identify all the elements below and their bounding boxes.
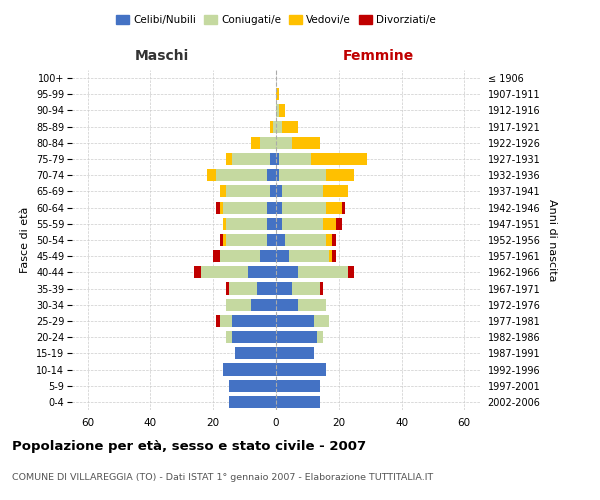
Bar <box>217 202 220 213</box>
Bar <box>276 218 282 230</box>
Bar <box>276 202 282 213</box>
Bar <box>329 250 332 262</box>
Bar <box>342 202 345 213</box>
Bar <box>298 298 326 311</box>
Bar <box>270 120 273 132</box>
Bar <box>276 120 282 132</box>
Bar <box>335 218 342 230</box>
Bar <box>270 186 276 198</box>
Bar <box>276 250 289 262</box>
Bar <box>276 266 298 278</box>
Bar <box>266 169 276 181</box>
Bar <box>276 169 279 181</box>
Bar <box>266 218 276 230</box>
Bar <box>220 250 260 262</box>
Bar <box>311 153 367 165</box>
Text: Maschi: Maschi <box>135 48 189 62</box>
Bar <box>251 298 276 311</box>
Bar <box>279 169 326 181</box>
Bar <box>266 202 276 213</box>
Bar <box>276 234 286 246</box>
Bar <box>232 331 276 343</box>
Bar <box>289 250 329 262</box>
Bar <box>229 282 257 294</box>
Bar <box>270 153 276 165</box>
Bar <box>323 186 348 198</box>
Bar <box>276 396 320 408</box>
Bar <box>229 396 276 408</box>
Bar <box>286 234 326 246</box>
Bar <box>292 282 320 294</box>
Bar <box>276 104 279 117</box>
Bar <box>220 202 223 213</box>
Bar <box>226 186 270 198</box>
Bar <box>276 315 314 327</box>
Bar <box>276 298 298 311</box>
Bar <box>320 282 323 294</box>
Bar <box>223 364 276 376</box>
Bar <box>223 218 226 230</box>
Bar <box>276 137 292 149</box>
Bar <box>332 234 335 246</box>
Bar <box>276 186 282 198</box>
Bar <box>260 137 276 149</box>
Y-axis label: Fasce di età: Fasce di età <box>20 207 31 273</box>
Legend: Celibi/Nubili, Coniugati/e, Vedovi/e, Divorziati/e: Celibi/Nubili, Coniugati/e, Vedovi/e, Di… <box>112 10 440 29</box>
Bar <box>326 234 332 246</box>
Bar <box>292 137 320 149</box>
Bar <box>194 266 200 278</box>
Bar <box>217 169 266 181</box>
Bar <box>282 120 298 132</box>
Bar <box>282 218 323 230</box>
Bar <box>317 331 323 343</box>
Bar <box>226 218 266 230</box>
Bar <box>232 153 270 165</box>
Bar <box>298 266 348 278</box>
Bar <box>257 282 276 294</box>
Bar <box>314 315 329 327</box>
Text: COMUNE DI VILLAREGGIA (TO) - Dati ISTAT 1° gennaio 2007 - Elaborazione TUTTITALI: COMUNE DI VILLAREGGIA (TO) - Dati ISTAT … <box>12 473 433 482</box>
Bar <box>213 250 220 262</box>
Bar <box>229 380 276 392</box>
Bar <box>223 234 226 246</box>
Bar <box>276 331 317 343</box>
Text: Popolazione per età, sesso e stato civile - 2007: Popolazione per età, sesso e stato civil… <box>12 440 366 453</box>
Bar <box>200 266 248 278</box>
Bar <box>332 250 335 262</box>
Bar <box>226 153 232 165</box>
Bar <box>226 331 232 343</box>
Bar <box>226 282 229 294</box>
Bar <box>251 137 260 149</box>
Bar <box>220 315 232 327</box>
Bar <box>323 218 335 230</box>
Text: Femmine: Femmine <box>343 48 413 62</box>
Bar <box>226 298 251 311</box>
Bar <box>220 186 226 198</box>
Y-axis label: Anni di nascita: Anni di nascita <box>547 198 557 281</box>
Bar <box>260 250 276 262</box>
Bar <box>235 348 276 360</box>
Bar <box>276 348 314 360</box>
Bar <box>276 380 320 392</box>
Bar <box>217 315 220 327</box>
Bar <box>282 186 323 198</box>
Bar <box>276 282 292 294</box>
Bar <box>348 266 355 278</box>
Bar <box>276 88 279 101</box>
Bar <box>279 104 286 117</box>
Bar <box>273 120 276 132</box>
Bar <box>326 169 355 181</box>
Bar <box>279 153 311 165</box>
Bar <box>226 234 266 246</box>
Bar <box>276 364 326 376</box>
Bar <box>223 202 266 213</box>
Bar <box>266 234 276 246</box>
Bar <box>207 169 217 181</box>
Bar <box>248 266 276 278</box>
Bar <box>220 234 223 246</box>
Bar <box>282 202 326 213</box>
Bar <box>232 315 276 327</box>
Bar <box>276 153 279 165</box>
Bar <box>326 202 342 213</box>
